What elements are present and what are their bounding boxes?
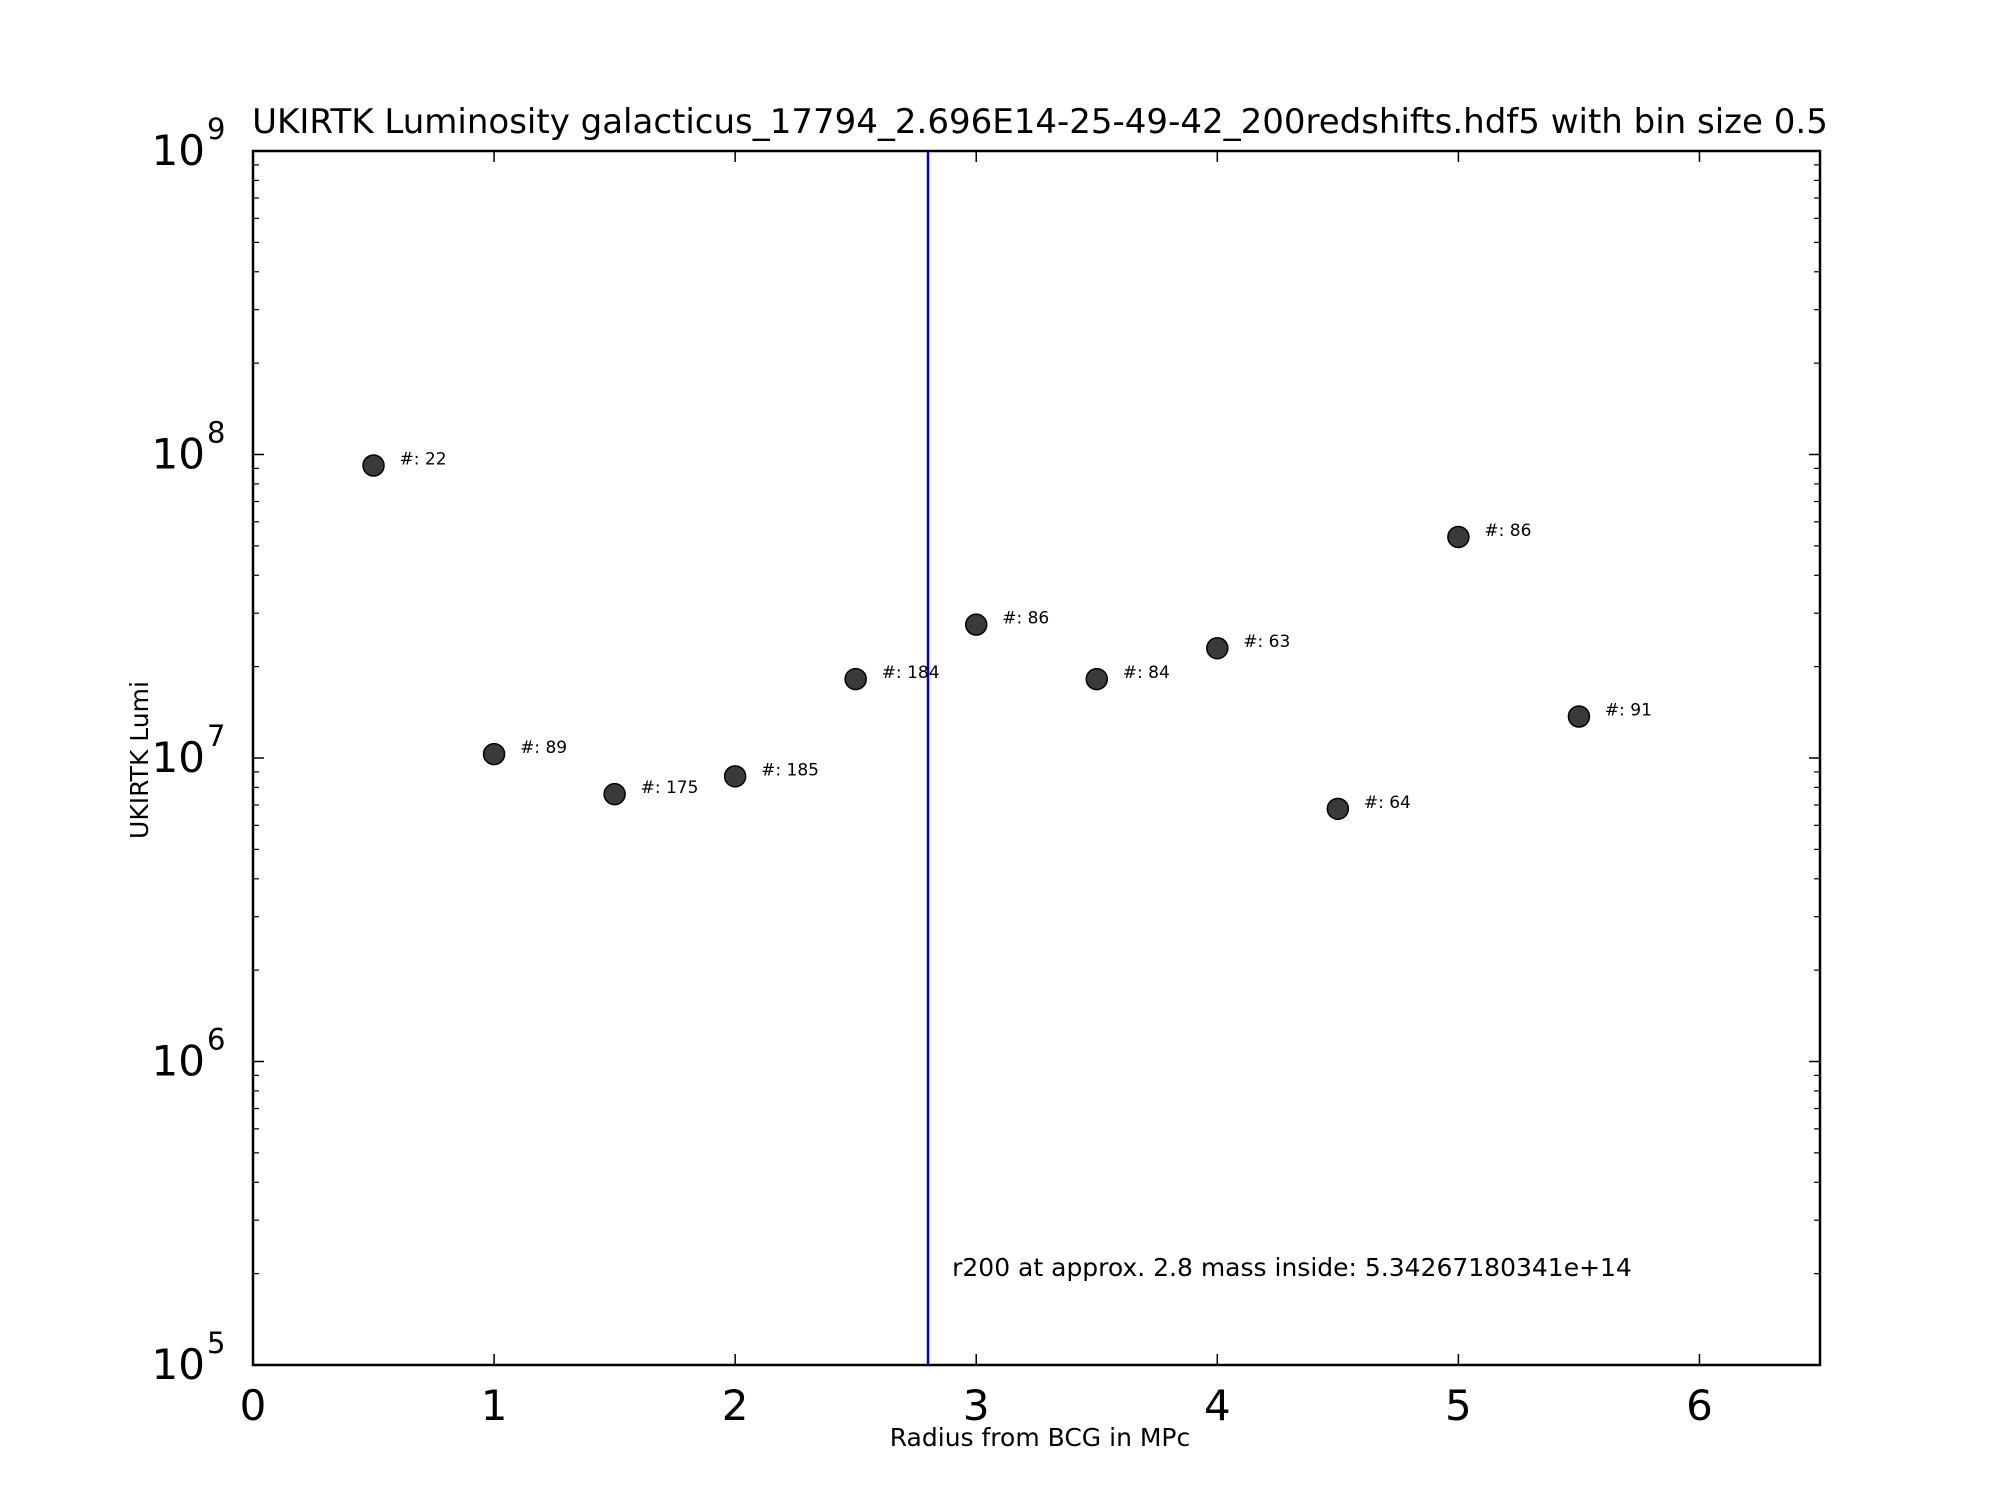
x-tick-label: 5 (1445, 1381, 1472, 1430)
point-count-label: #: 185 (761, 760, 819, 780)
data-point (1447, 525, 1470, 549)
r200-annotation: r200 at approx. 2.8 mass inside: 5.34267… (952, 1253, 1632, 1282)
y-tick-label: 10 (152, 1037, 205, 1086)
point-count-label: #: 89 (520, 738, 567, 758)
y-axis-label: UKIRTK Lumi (125, 681, 154, 839)
chart-title: UKIRTK Luminosity galacticus_17794_2.696… (252, 102, 1828, 142)
data-point (603, 782, 626, 806)
x-tick-label: 3 (963, 1381, 990, 1430)
data-point (482, 742, 506, 766)
point-count-label: #: 91 (1605, 701, 1652, 721)
y-tick-label-exponent: 8 (207, 416, 225, 450)
y-tick-label: 10 (152, 1340, 205, 1389)
y-tick-label-exponent: 5 (207, 1326, 225, 1360)
point-count-label: #: 64 (1364, 793, 1411, 813)
point-count-label: #: 86 (1002, 609, 1049, 629)
data-point (964, 613, 988, 636)
x-tick-label: 6 (1686, 1381, 1713, 1430)
point-count-label: #: 22 (400, 449, 447, 469)
y-tick-label-exponent: 9 (207, 112, 225, 146)
y-tick-label: 10 (152, 733, 205, 782)
data-point (1085, 667, 1109, 691)
y-tick-label: 10 (152, 126, 205, 175)
point-count-label: #: 175 (641, 778, 699, 798)
y-tick-label-exponent: 7 (207, 719, 225, 753)
y-tick-label-exponent: 6 (207, 1023, 225, 1057)
x-axis-label: Radius from BCG in MPc (890, 1423, 1191, 1452)
x-tick-label: 0 (240, 1381, 267, 1430)
data-point (723, 765, 747, 788)
point-count-label: #: 63 (1243, 632, 1290, 652)
x-tick-label: 1 (481, 1381, 508, 1430)
point-count-label: #: 84 (1123, 663, 1170, 683)
data-point (1326, 797, 1350, 821)
data-point (362, 454, 385, 477)
data-point (844, 667, 867, 691)
point-count-label: #: 86 (1484, 521, 1531, 541)
y-tick-label: 10 (152, 430, 205, 479)
point-count-label: #: 184 (882, 663, 940, 683)
x-tick-label: 2 (722, 1381, 749, 1430)
data-point (1567, 705, 1591, 728)
x-tick-label: 4 (1204, 1381, 1231, 1430)
data-point (1206, 636, 1229, 660)
